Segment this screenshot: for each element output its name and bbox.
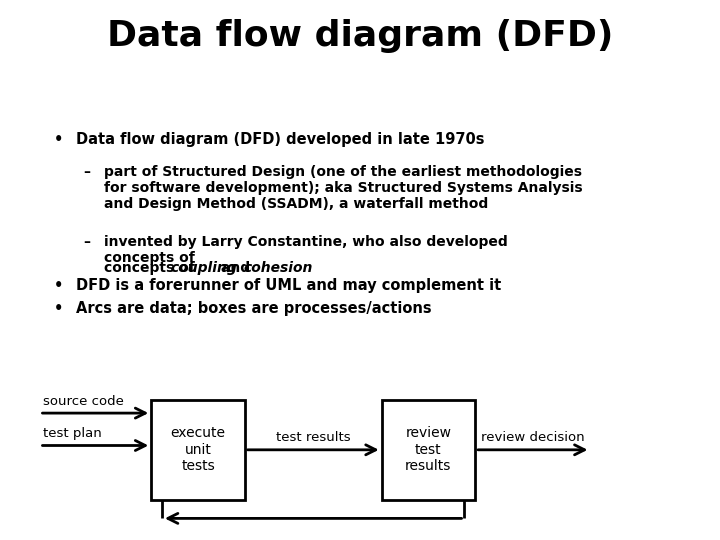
Bar — [151, 400, 245, 500]
Text: Data flow diagram (DFD): Data flow diagram (DFD) — [107, 19, 613, 53]
Text: •: • — [54, 132, 63, 147]
Text: execute
unit
tests: execute unit tests — [171, 427, 225, 472]
Text: invented by Larry Constantine, who also developed
concepts of: invented by Larry Constantine, who also … — [104, 235, 508, 265]
Text: DFD is a forerunner of UML and may complement it: DFD is a forerunner of UML and may compl… — [76, 278, 501, 293]
Text: •: • — [54, 278, 63, 293]
Text: Data flow diagram (DFD) developed in late 1970s: Data flow diagram (DFD) developed in lat… — [76, 132, 484, 147]
Text: review
test
results: review test results — [405, 427, 451, 472]
Text: cohesion: cohesion — [243, 261, 312, 275]
Bar — [382, 400, 475, 500]
Text: test plan: test plan — [43, 427, 102, 440]
Text: and: and — [216, 261, 255, 275]
Text: review decision: review decision — [481, 431, 585, 444]
Text: test results: test results — [276, 431, 351, 444]
Text: concepts of: concepts of — [104, 261, 200, 275]
Text: part of Structured Design (one of the earliest methodologies
for software develo: part of Structured Design (one of the ea… — [104, 165, 583, 211]
Text: Arcs are data; boxes are processes/actions: Arcs are data; boxes are processes/actio… — [76, 301, 431, 316]
Text: coupling: coupling — [171, 261, 238, 275]
Text: –: – — [83, 235, 90, 249]
Text: –: – — [83, 165, 90, 179]
Text: •: • — [54, 301, 63, 316]
Text: source code: source code — [43, 395, 124, 408]
